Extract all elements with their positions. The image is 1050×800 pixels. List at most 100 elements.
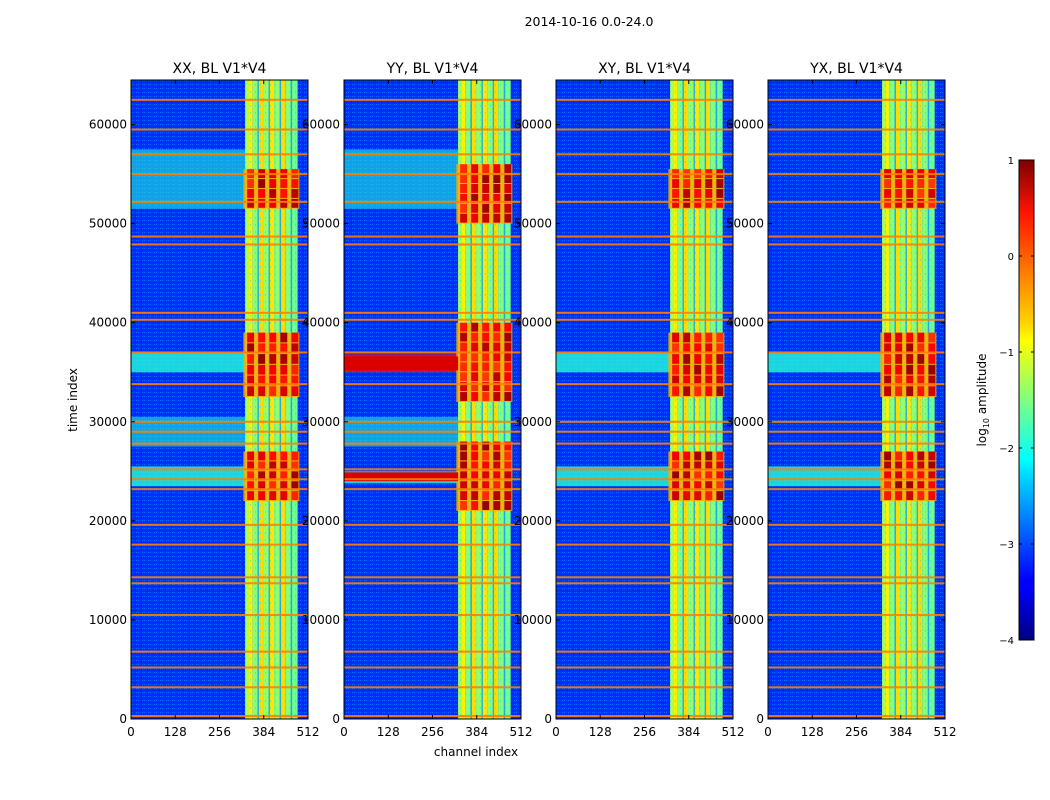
y-tick-label: 0	[544, 712, 552, 726]
flagged-row	[768, 153, 945, 156]
strong-cell	[460, 174, 468, 184]
strong-cell	[471, 193, 479, 203]
channel-gap	[905, 80, 907, 719]
y-tick-label: 60000	[89, 118, 127, 132]
strong-cell	[694, 364, 702, 375]
x-tick-label: 256	[845, 725, 868, 739]
strong-cell	[504, 441, 512, 451]
strong-cell	[482, 213, 490, 223]
strong-cell	[504, 491, 512, 501]
strong-cell	[705, 188, 713, 198]
flagged-row	[556, 173, 733, 176]
strong-cell	[269, 198, 277, 208]
strong-cell	[504, 461, 512, 471]
flagged-row	[768, 318, 945, 321]
y-tick-label: 10000	[89, 613, 127, 627]
strong-cell	[906, 375, 914, 386]
strong-cell	[291, 364, 299, 375]
strong-cell	[884, 188, 892, 198]
strong-cell	[928, 343, 936, 354]
strong-cell	[471, 362, 479, 372]
strong-cell	[884, 354, 892, 364]
channel-gap	[682, 80, 684, 719]
strong-cell	[460, 352, 468, 362]
strong-cell	[716, 491, 724, 501]
flagged-row	[344, 576, 521, 579]
x-tick-label: 0	[764, 725, 772, 739]
strong-cell	[705, 375, 713, 386]
colorbar-tick-label: 0	[1008, 252, 1014, 263]
strong-cell	[895, 332, 903, 343]
flagged-row	[556, 582, 733, 585]
strong-cell	[906, 354, 914, 364]
strong-cell	[705, 364, 713, 375]
strong-cell	[493, 342, 501, 352]
flagged-row	[556, 243, 733, 246]
strong-cell	[884, 461, 892, 471]
flagged-row	[131, 488, 308, 491]
strong-cell	[471, 213, 479, 223]
channel-gap	[279, 80, 281, 719]
strong-cell	[247, 354, 255, 364]
strong-cell	[482, 193, 490, 203]
flagged-row	[344, 311, 521, 314]
strong-cell	[928, 451, 936, 461]
strong-cell	[928, 471, 936, 481]
flagged-row	[556, 430, 733, 433]
strong-cell	[917, 471, 925, 481]
panel-heatmap	[556, 80, 733, 719]
strong-cell	[895, 461, 903, 471]
strong-cell	[471, 203, 479, 213]
strong-cell	[258, 354, 266, 364]
strong-cell	[471, 501, 479, 510]
strong-cell	[895, 198, 903, 208]
flagged-row	[556, 420, 733, 423]
colorbar-tick-label: −1	[999, 348, 1014, 359]
strong-cell	[493, 392, 501, 401]
strong-cell	[291, 188, 299, 198]
strong-cell	[247, 491, 255, 501]
strong-cell	[493, 461, 501, 471]
strong-cell	[471, 461, 479, 471]
strong-cell	[247, 364, 255, 375]
strong-cell	[705, 332, 713, 343]
strong-cell	[672, 491, 680, 501]
y-tick-label: 40000	[89, 316, 127, 330]
strong-cell	[504, 332, 512, 342]
strong-cell	[258, 481, 266, 491]
x-tick-label: 128	[589, 725, 612, 739]
flagged-row	[768, 173, 945, 176]
strong-cell	[705, 481, 713, 491]
flagged-row	[556, 650, 733, 653]
strong-cell	[482, 362, 490, 372]
strong-cell	[705, 491, 713, 501]
strong-cell	[917, 386, 925, 397]
strong-cell	[672, 386, 680, 397]
flagged-row	[344, 523, 521, 526]
y-tick-label: 40000	[514, 316, 552, 330]
flagged-row	[768, 468, 945, 471]
strong-cell	[705, 386, 713, 397]
strong-cell	[269, 332, 277, 343]
time-band	[344, 149, 459, 209]
strong-cell	[884, 198, 892, 208]
strong-cell	[460, 193, 468, 203]
strong-cell	[504, 471, 512, 481]
strong-cell	[895, 375, 903, 386]
strong-cell	[460, 342, 468, 352]
strong-cell	[928, 179, 936, 188]
strong-cell	[460, 332, 468, 342]
strong-cell	[884, 451, 892, 461]
flagged-row	[768, 200, 945, 203]
flagged-row	[131, 582, 308, 585]
strong-cell	[906, 386, 914, 397]
channel-gap	[693, 80, 695, 719]
strong-cell	[493, 193, 501, 203]
strong-cell	[716, 375, 724, 386]
strong-cell	[884, 386, 892, 397]
strong-cell	[460, 372, 468, 382]
flagged-row	[768, 420, 945, 423]
strong-cell	[482, 501, 490, 510]
y-tick-label: 20000	[726, 514, 764, 528]
